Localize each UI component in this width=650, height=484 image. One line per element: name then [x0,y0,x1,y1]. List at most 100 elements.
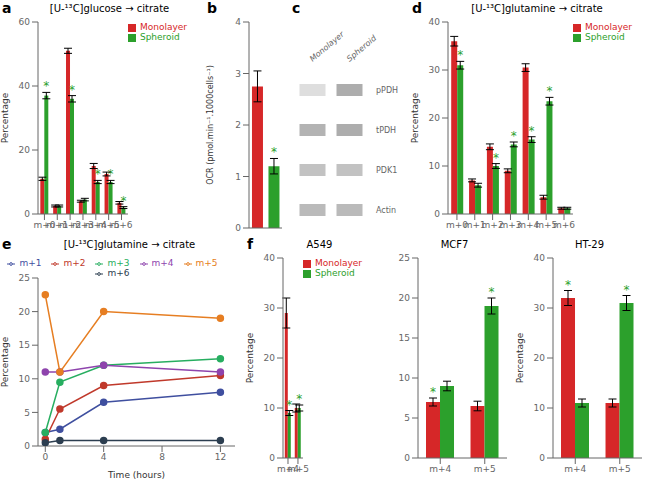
svg-text:20: 20 [19,145,31,155]
svg-text:20: 20 [399,293,411,303]
svg-text:*: * [43,79,49,93]
svg-text:m+5: m+5 [535,220,558,231]
svg-text:*: * [95,167,101,181]
svg-text:m+5: m+5 [609,464,631,474]
svg-text:60: 60 [19,18,31,27]
svg-text:Monolayer: Monolayer [308,29,346,63]
svg-text:20: 20 [429,113,441,123]
svg-text:*: * [108,167,114,181]
svg-text:pPDH: pPDH [376,86,398,95]
svg-text:*: * [565,278,571,292]
svg-text:Actin: Actin [376,206,396,215]
html-text:d: d [412,0,422,16]
svg-text:40: 40 [534,254,546,263]
svg-text:30: 30 [534,303,546,313]
html-text:Spheroid: Spheroid [139,32,180,42]
html-text:a: a [2,0,12,16]
svg-text:*: * [546,84,552,98]
svg-text:10: 10 [264,403,276,413]
svg-text:0: 0 [404,453,410,463]
svg-text:*: * [624,283,630,297]
svg-text:2: 2 [235,120,241,130]
svg-text:15: 15 [399,333,410,343]
html-text:b: b [207,0,217,16]
svg-text:Percentage: Percentage [515,332,525,383]
html-text:Monolayer: Monolayer [139,22,187,32]
svg-text:20: 20 [534,353,546,363]
svg-text:m+5: m+5 [287,464,309,474]
svg-text:*: * [286,398,292,412]
svg-text:0: 0 [24,441,30,451]
svg-text:30: 30 [264,303,276,313]
svg-text:5: 5 [24,408,30,418]
svg-text:*: * [120,194,126,208]
svg-text:0: 0 [235,223,241,233]
html-text:[U-¹³C]glutamine → citrate: [U-¹³C]glutamine → citrate [63,239,196,250]
svg-text:Time (hours): Time (hours) [107,470,165,480]
svg-text:m+5: m+5 [97,220,120,231]
svg-text:m+4: m+4 [429,464,451,474]
html-text:Monolayer: Monolayer [584,22,632,32]
svg-text:0: 0 [24,209,30,219]
svg-text:20: 20 [264,353,276,363]
svg-text:Percentage: Percentage [245,332,255,383]
svg-text:m+4: m+4 [84,220,107,231]
svg-text:40: 40 [19,81,31,91]
svg-text:0: 0 [434,209,440,219]
svg-text:0: 0 [42,452,48,462]
svg-text:m+6: m+6 [553,220,575,230]
html-text:[U-¹³C]glucose → citrate: [U-¹³C]glucose → citrate [49,3,170,14]
svg-text:25: 25 [19,273,30,283]
svg-text:m+4: m+4 [517,220,540,231]
svg-text:1: 1 [235,172,241,182]
svg-text:PDK1: PDK1 [376,166,397,175]
svg-text:30: 30 [429,65,441,75]
svg-text:0: 0 [539,453,545,463]
svg-text:40: 40 [264,254,276,263]
svg-text:m+0: m+0 [33,220,56,231]
html-text:A549: A549 [306,239,333,250]
svg-text:10: 10 [19,374,31,384]
html-text:[U-¹³C]glutamine → citrate: [U-¹³C]glutamine → citrate [471,3,603,14]
html-text:HT-29: HT-29 [575,239,604,250]
svg-text:25: 25 [399,254,410,263]
svg-text:m+3: m+3 [71,220,94,231]
svg-text:*: * [529,124,535,138]
svg-text:m+1: m+1 [46,220,69,231]
svg-text:*: * [511,129,517,143]
svg-text:10: 10 [429,161,441,171]
svg-text:10: 10 [534,403,546,413]
svg-text:10: 10 [399,373,411,383]
svg-text:*: * [430,385,436,399]
svg-text:0: 0 [269,453,275,463]
html-text:MCF7: MCF7 [440,239,469,250]
svg-text:40: 40 [429,18,441,27]
svg-text:4: 4 [101,452,107,462]
svg-text:m+2: m+2 [481,220,504,231]
svg-text:8: 8 [159,452,165,462]
svg-text:*: * [457,48,463,62]
svg-text:m+4: m+4 [564,464,586,474]
svg-text:Percentage: Percentage [410,92,420,143]
svg-text:12: 12 [215,452,226,462]
svg-text:4: 4 [235,18,241,27]
svg-text:m+6: m+6 [110,220,132,230]
svg-text:*: * [489,285,495,299]
svg-text:15: 15 [19,340,30,350]
svg-text:tPDH: tPDH [376,126,396,135]
svg-text:m+2: m+2 [59,220,82,231]
svg-text:20: 20 [19,307,31,317]
svg-text:*: * [493,151,499,165]
svg-text:Percentage: Percentage [8,92,10,143]
svg-text:Percentage: Percentage [8,336,10,387]
svg-text:3: 3 [235,69,241,79]
svg-text:m+3: m+3 [499,220,522,231]
svg-text:Spheroid: Spheroid [345,33,379,63]
svg-text:m+5: m+5 [474,464,496,474]
svg-text:*: * [271,145,277,159]
svg-text:*: * [69,83,75,97]
svg-text:OCR (pmol.min⁻¹.1000cells⁻¹): OCR (pmol.min⁻¹.1000cells⁻¹) [206,65,215,185]
svg-text:5: 5 [404,413,410,423]
svg-text:m+1: m+1 [463,220,486,231]
svg-text:m+0: m+0 [445,220,468,231]
